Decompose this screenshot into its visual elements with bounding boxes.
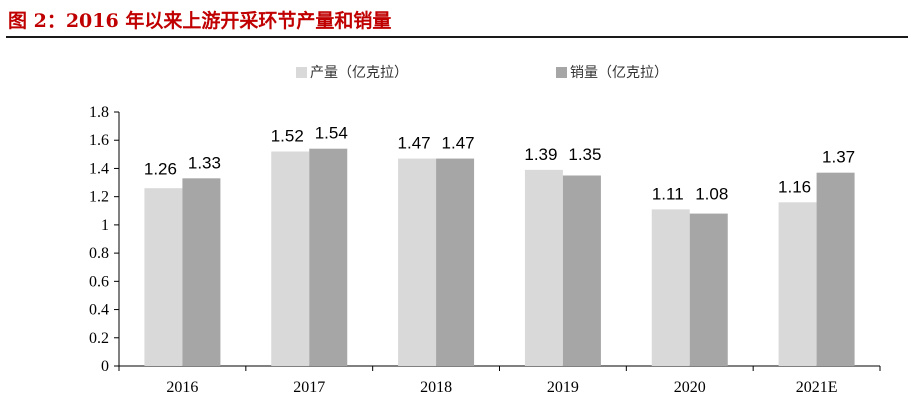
bar-sales-2019 <box>562 175 601 366</box>
title-divider <box>6 36 908 38</box>
x-tick-label: 2018 <box>420 379 452 396</box>
y-tick-label: 0.2 <box>89 330 109 347</box>
bar-sales-2016 <box>182 178 221 366</box>
y-tick-label: 0.6 <box>89 273 109 290</box>
x-tick-label: 2020 <box>674 379 706 396</box>
bar-sales-2017 <box>309 148 348 366</box>
x-tick-label: 2021E <box>796 379 838 396</box>
data-label-sales-2018: 1.47 <box>442 134 475 153</box>
data-label-production-2016: 1.26 <box>144 159 177 178</box>
bar-production-2021E <box>778 202 817 366</box>
y-tick-label: 0.4 <box>89 302 109 319</box>
y-tick-label: 1.2 <box>89 189 109 206</box>
bar-production-2018 <box>398 158 437 366</box>
y-tick-label: 1 <box>101 217 109 234</box>
y-tick-label: 1.6 <box>89 132 109 149</box>
x-tick-label: 2017 <box>293 379 325 396</box>
chart-title: 图 2：2016 年以来上游开采环节产量和销量 <box>8 10 392 32</box>
bar-production-2020 <box>651 209 690 366</box>
y-tick-label: 1.8 <box>89 104 109 121</box>
data-label-production-2019: 1.39 <box>524 145 557 164</box>
data-label-sales-2021E: 1.37 <box>822 148 855 167</box>
bar-sales-2021E <box>816 172 855 366</box>
x-tick-label: 2019 <box>547 379 579 396</box>
bar-production-2016 <box>144 188 183 366</box>
data-label-production-2017: 1.52 <box>271 127 304 146</box>
data-label-sales-2020: 1.08 <box>695 184 728 203</box>
legend-swatch-2 <box>556 67 567 78</box>
axes: 0 0.2 0.4 0.6 0.8 1 1.2 1.4 1.6 1.8 2016 2017 2018 20… <box>89 104 881 396</box>
legend: 产量（亿克拉） 销量（亿克拉） <box>296 65 668 81</box>
y-tick-label: 1.4 <box>89 160 109 177</box>
bar-production-2017 <box>271 151 310 366</box>
legend-label-2: 销量（亿克拉） <box>570 65 668 81</box>
data-label-sales-2019: 1.35 <box>568 145 601 164</box>
data-label-sales-2017: 1.54 <box>315 124 348 143</box>
data-labels: 1.26 1.33 1.52 1.54 1.47 1.47 1.39 1.35 1.11 1.08… <box>144 124 855 204</box>
data-label-production-2021E: 1.16 <box>778 177 811 196</box>
legend-label-1: 产量（亿克拉） <box>310 65 408 81</box>
x-tick-label: 2016 <box>166 379 198 396</box>
y-tick-label: 0 <box>101 358 109 375</box>
data-label-production-2020: 1.11 <box>652 184 684 203</box>
bar-sales-2020 <box>689 213 728 366</box>
bars <box>144 148 855 366</box>
legend-swatch-1 <box>296 67 307 78</box>
data-label-production-2018: 1.47 <box>398 134 431 153</box>
bar-production-2019 <box>524 169 563 366</box>
data-label-sales-2016: 1.33 <box>188 153 221 172</box>
y-tick-label: 0.8 <box>89 245 109 262</box>
bar-sales-2018 <box>436 158 475 366</box>
